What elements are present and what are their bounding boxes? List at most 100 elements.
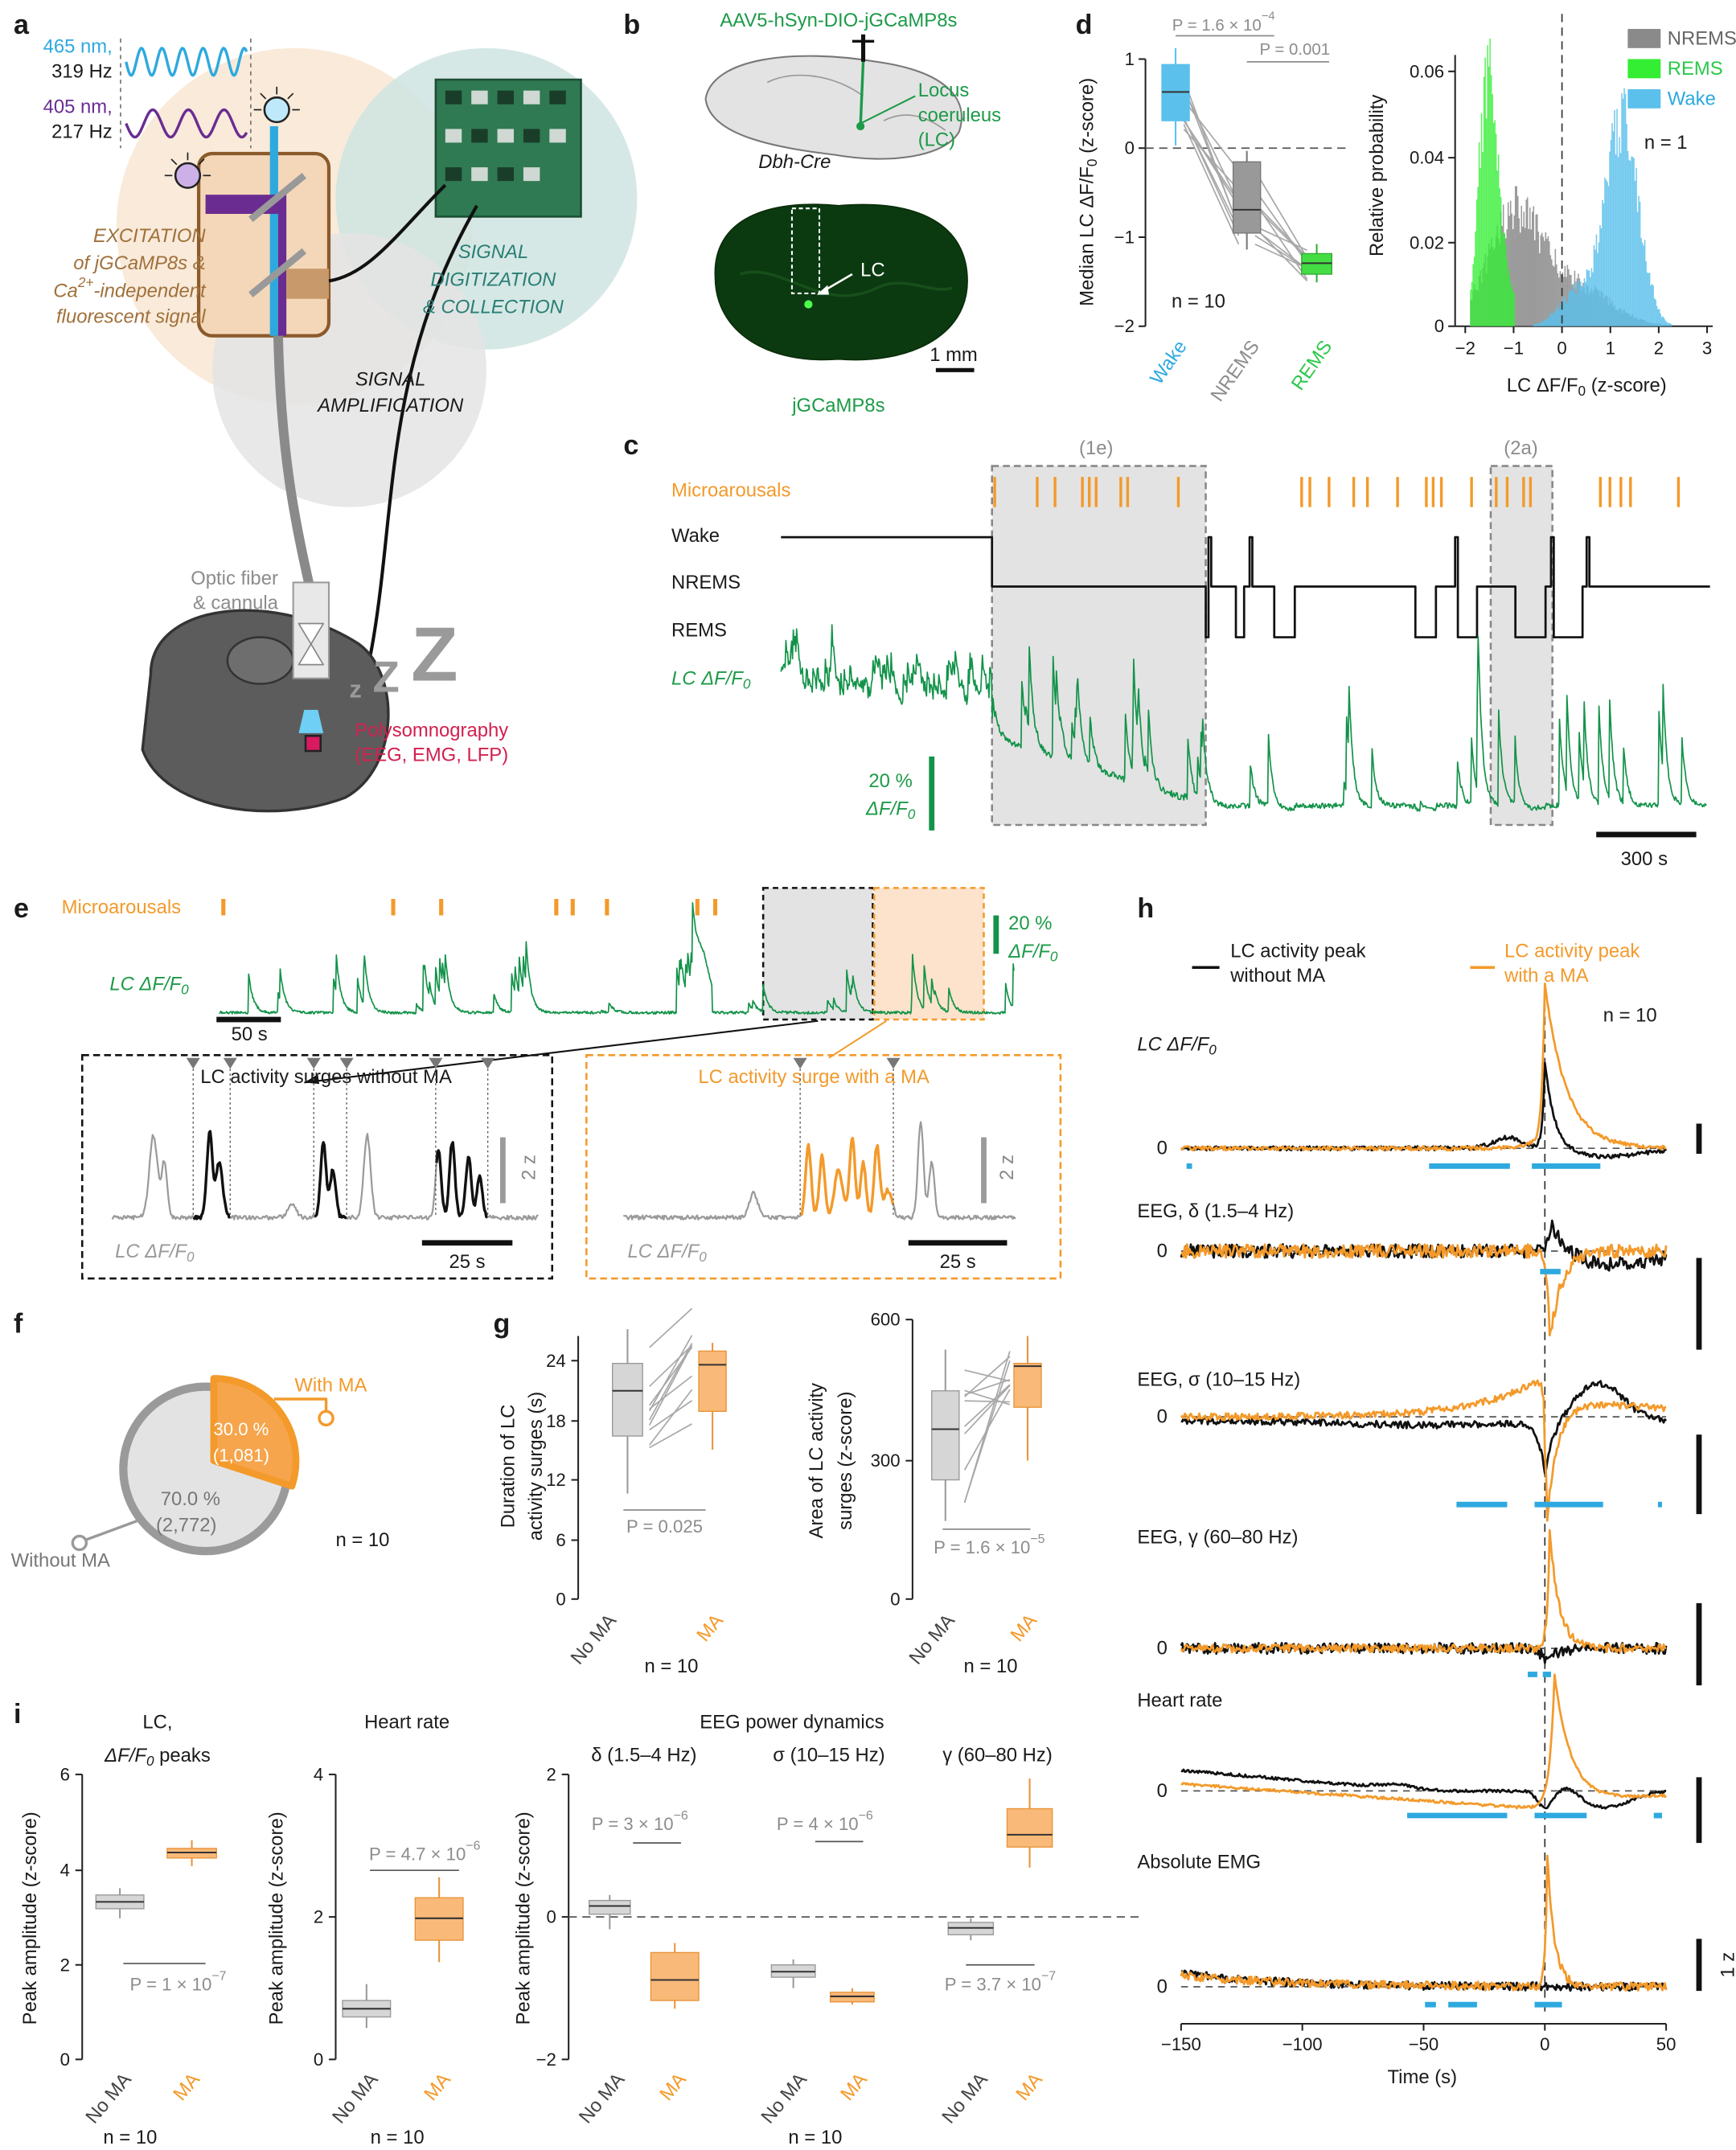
label: Wake: [1668, 88, 1716, 109]
label: 18: [546, 1411, 566, 1431]
label-part: P = 4 × 10: [777, 1814, 859, 1834]
label: 2: [60, 1955, 70, 1975]
label: 2: [314, 1907, 323, 1927]
label: No MA: [757, 2069, 811, 2127]
leader: [860, 95, 916, 125]
rems-bin: [1507, 275, 1509, 326]
mouse-ear: [226, 636, 294, 685]
label: REMS: [1668, 58, 1723, 80]
label: MA: [692, 1610, 728, 1646]
wake-bin: [1575, 281, 1577, 326]
rems-bin: [1512, 291, 1514, 326]
label: EEG power dynamics: [700, 1712, 884, 1734]
marker: [886, 1057, 901, 1069]
label: 1: [1606, 339, 1615, 359]
ray: [170, 158, 178, 166]
wake-bin: [1635, 167, 1637, 326]
wake-bin: [1558, 310, 1560, 326]
label: 0: [1157, 1638, 1168, 1660]
nrems-bin: [1537, 232, 1540, 326]
wake-bin: [1669, 323, 1671, 326]
label-part: ΔF/F: [865, 798, 909, 819]
chip: [445, 129, 462, 143]
nrems-box: [1232, 161, 1262, 234]
wake-bin: [1546, 317, 1548, 326]
chip: [549, 90, 566, 105]
label: 600: [871, 1310, 901, 1330]
wake-bin: [1535, 324, 1537, 326]
label: −2: [1455, 339, 1475, 359]
wake-bin: [1588, 270, 1590, 326]
label: LC activity peak: [1504, 940, 1640, 962]
subject-line: [648, 1335, 693, 1412]
wake-bin: [1624, 93, 1627, 326]
label-part: LC ΔF/F: [627, 1240, 700, 1262]
wake-bin: [1656, 306, 1658, 326]
nrems-bin: [1539, 252, 1541, 326]
wake-bin: [1614, 109, 1615, 326]
wake-bin: [1544, 319, 1545, 326]
label: 300: [871, 1450, 901, 1471]
label: (EEG, EMG, LFP): [355, 745, 508, 766]
rems-bin: [1494, 120, 1496, 326]
label-part: 0: [699, 1249, 707, 1265]
wake-bin: [1549, 317, 1550, 326]
label: z: [350, 675, 362, 703]
chip: [497, 90, 515, 105]
cannula-ferrule: [298, 622, 325, 666]
label: 0: [890, 1589, 900, 1609]
fiber: [273, 335, 314, 588]
label: LC activity peak: [1230, 940, 1365, 962]
zoom-region: [872, 887, 985, 1021]
wake-bin: [1617, 157, 1619, 326]
label: Duration of LC: [498, 1405, 519, 1528]
leader: [84, 1520, 137, 1542]
rems-bin: [1484, 57, 1486, 326]
label: No MA: [938, 2069, 992, 2127]
ray: [287, 92, 294, 100]
label: Peak amplitude (z-score): [512, 1811, 534, 2025]
label: Without MA: [11, 1550, 110, 1572]
panel-label: b: [623, 10, 640, 40]
nrems-bin: [1530, 229, 1533, 326]
label-part: ΔF/F: [104, 1745, 147, 1766]
wake-bin: [1640, 238, 1642, 326]
nrems-bin: [1507, 202, 1509, 326]
label: 2 z: [518, 1155, 540, 1180]
nrems-bin: [1554, 248, 1557, 326]
surge-b-surge: [799, 1136, 895, 1217]
trace-with-ma: [1180, 983, 1667, 1152]
label: 25 s: [940, 1251, 976, 1273]
subject-line: [964, 1369, 1011, 1382]
label: MA: [1007, 1610, 1042, 1646]
wake-bin: [1641, 242, 1644, 326]
label: Time (s): [1388, 2066, 1458, 2088]
nrems-bin: [1549, 255, 1552, 326]
label-part: −4: [1262, 10, 1275, 23]
label: 2: [547, 1764, 556, 1784]
label: δ (1.5–4 Hz): [591, 1745, 696, 1766]
label: LC ΔF/F0: [671, 667, 751, 691]
label: P = 1.6 × 10−5: [934, 1532, 1045, 1557]
rems-bin: [1502, 235, 1504, 326]
label: 50 s: [232, 1024, 268, 1045]
rems-bin: [1500, 197, 1502, 326]
label: DIGITIZATION: [431, 269, 557, 290]
wake-bin: [1592, 272, 1594, 326]
rems-bin: [1506, 259, 1508, 326]
label: Microarousals: [62, 897, 181, 918]
nrems-bin: [1566, 265, 1569, 326]
label: MA: [169, 2069, 204, 2105]
label: NREMS: [671, 572, 741, 593]
label: γ (60–80 Hz): [942, 1745, 1052, 1766]
wake-bin: [1638, 195, 1640, 326]
label-part: P = 4.7 × 10: [369, 1844, 466, 1864]
wake-bin: [1616, 109, 1618, 326]
zoom-arrow: [828, 1020, 888, 1059]
rems-bin: [1485, 118, 1488, 326]
ray: [198, 158, 205, 166]
wake-bin: [1590, 268, 1593, 326]
label: No MA: [905, 1610, 959, 1668]
wake-bin: [1553, 312, 1555, 326]
wake-bin: [1629, 161, 1631, 326]
